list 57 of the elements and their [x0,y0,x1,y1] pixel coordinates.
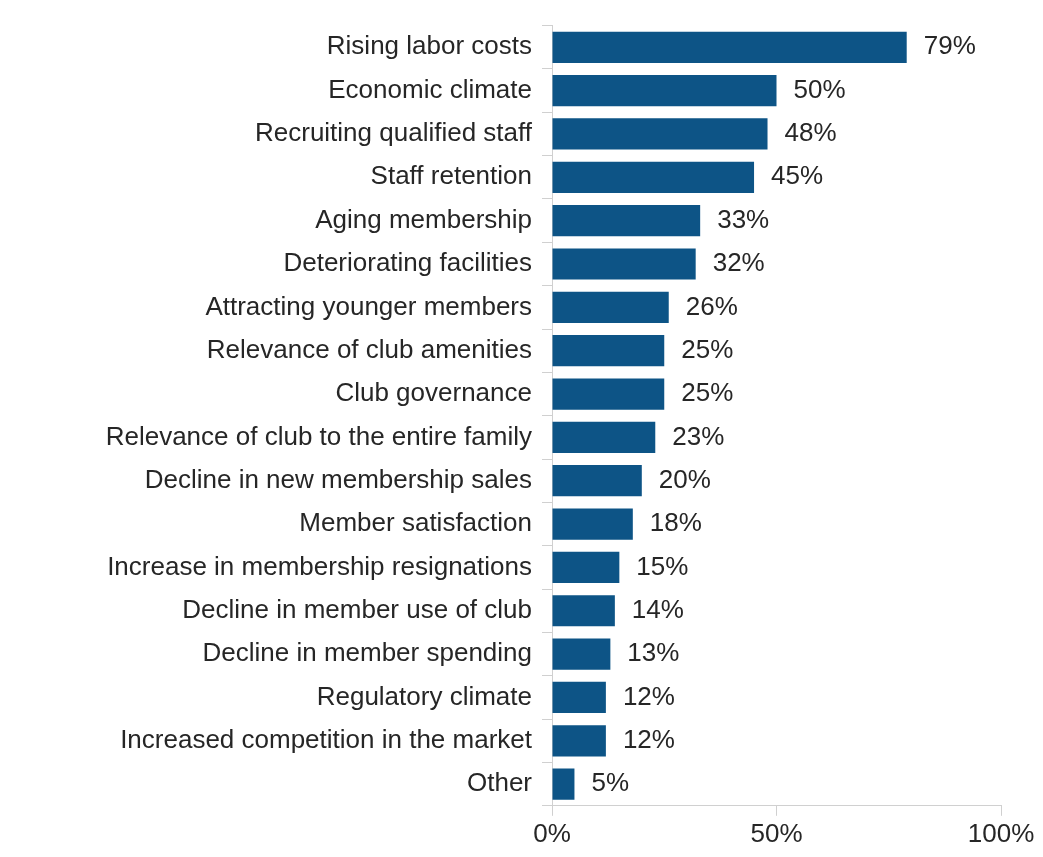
bar [552,291,669,323]
bar [552,248,696,280]
bar [552,31,907,63]
data-label: 20% [658,463,711,494]
data-label: 12% [622,723,675,754]
bar [552,595,615,627]
x-tick-label: 50% [750,817,803,848]
y-tick-label: Member satisfaction [299,507,532,538]
x-tick-label: 0% [533,817,571,848]
bar [552,378,665,410]
y-tick-label: Relevance of club amenities [206,333,532,364]
data-label: 50% [793,73,846,104]
data-label: 32% [712,247,765,278]
bar [552,118,768,150]
y-tick-label: Other [466,767,533,798]
y-tick-label: Aging membership [315,203,532,234]
bar [552,421,656,453]
bar [552,681,606,714]
bar [552,768,575,800]
y-tick-label: Deteriorating facilities [283,247,532,278]
bar [552,75,777,107]
data-label: 25% [681,333,734,364]
y-tick-label: Rising labor costs [326,30,532,61]
y-tick-label: Relevance of club to the entire family [105,420,532,451]
data-label: 33% [717,203,770,234]
data-label: 79% [923,30,976,61]
bar [552,335,665,367]
y-tick-label: Decline in member use of club [182,593,532,624]
y-tick-label: Recruiting qualified staff [254,117,533,148]
y-tick-label: Increase in membership resignations [107,550,532,581]
x-tick-label: 100% [967,817,1035,848]
y-tick-label: Decline in new membership sales [144,463,532,494]
bar [552,465,642,497]
data-label: 26% [685,290,738,321]
data-label: 48% [784,117,837,148]
bar [552,638,611,670]
bar [552,725,606,757]
y-tick-label: Regulatory climate [316,680,532,711]
bar [552,205,701,237]
data-label: 15% [636,550,689,581]
data-label: 18% [649,507,702,538]
data-label: 23% [672,420,725,451]
data-label: 14% [631,593,684,624]
data-label: 25% [681,377,734,408]
bar [552,508,633,540]
data-label: 45% [771,160,824,191]
y-tick-label: Increased competition in the market [120,723,533,754]
y-tick-label: Economic climate [328,73,532,104]
bar [552,551,620,584]
data-label: 5% [591,767,630,798]
y-tick-label: Decline in member spending [202,637,532,668]
data-label: 13% [627,637,680,668]
y-tick-label: Attracting younger members [205,290,532,321]
bar [552,161,755,193]
y-tick-label: Staff retention [370,160,532,191]
y-tick-label: Club governance [335,377,532,408]
data-label: 12% [622,680,675,711]
